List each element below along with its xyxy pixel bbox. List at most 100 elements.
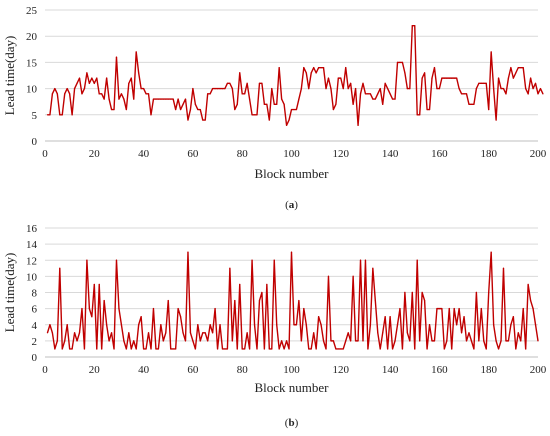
- caption-letter: a: [289, 199, 295, 211]
- data-point: [251, 114, 253, 116]
- data-point: [266, 103, 268, 105]
- data-point: [305, 324, 307, 326]
- data-point: [478, 340, 480, 342]
- data-point: [411, 291, 413, 294]
- data-point: [345, 340, 347, 342]
- data-point: [468, 103, 470, 105]
- data-point: [209, 93, 211, 95]
- data-point: [219, 88, 221, 90]
- x-tick-label: 120: [333, 364, 350, 376]
- data-point: [283, 103, 285, 105]
- data-point: [69, 348, 71, 350]
- data-point: [401, 61, 404, 64]
- data-point: [241, 93, 243, 95]
- data-point: [507, 340, 510, 342]
- y-tick-label: 12: [26, 255, 37, 267]
- data-point: [61, 114, 63, 116]
- data-point: [118, 98, 120, 100]
- data-point: [310, 348, 312, 350]
- data-point: [298, 299, 300, 302]
- data-point: [66, 324, 68, 326]
- data-point: [332, 340, 334, 342]
- data-point: [527, 93, 529, 95]
- data-point: [88, 308, 90, 310]
- data-point: [133, 340, 135, 342]
- data-point: [157, 98, 159, 100]
- y-tick-label: 4: [32, 320, 38, 332]
- data-point: [246, 82, 248, 84]
- data-point: [273, 103, 275, 105]
- data-point: [396, 324, 399, 326]
- data-point: [160, 98, 162, 100]
- data-point: [458, 88, 460, 90]
- data-point: [231, 88, 233, 90]
- data-point: [54, 88, 56, 90]
- caption-suffix: ): [295, 417, 299, 429]
- data-point: [246, 332, 248, 334]
- data-point: [539, 88, 542, 90]
- data-point: [505, 93, 507, 95]
- data-point: [308, 88, 310, 90]
- data-point: [234, 108, 236, 111]
- x-tick-label: 140: [382, 148, 399, 160]
- data-point: [128, 82, 130, 84]
- data-point: [315, 348, 317, 350]
- data-point: [145, 93, 147, 95]
- data-point: [113, 108, 115, 111]
- data-point: [56, 93, 58, 95]
- data-point: [362, 340, 364, 342]
- data-point: [133, 98, 135, 100]
- data-point: [71, 348, 73, 350]
- x-tick-label: 160: [431, 364, 448, 376]
- data-point: [167, 98, 169, 100]
- data-point: [530, 77, 532, 79]
- data-point: [377, 93, 379, 95]
- data-point: [414, 25, 416, 27]
- data-point: [359, 259, 362, 261]
- data-point: [525, 348, 527, 350]
- data-point: [428, 324, 431, 326]
- x-tick-label: 80: [237, 364, 249, 376]
- data-point: [493, 324, 495, 326]
- data-point: [123, 340, 125, 342]
- data-point: [300, 88, 302, 90]
- data-point: [387, 88, 389, 90]
- data-point: [522, 67, 524, 69]
- data-point: [177, 98, 179, 100]
- data-point: [443, 77, 445, 79]
- data-point: [372, 267, 374, 269]
- data-point: [268, 348, 270, 350]
- data-point: [49, 114, 51, 116]
- data-point: [46, 114, 49, 116]
- data-point: [69, 93, 71, 95]
- data-point: [271, 88, 273, 90]
- data-point: [313, 67, 315, 69]
- data-point: [404, 72, 406, 74]
- y-tick-label: 10: [26, 84, 38, 96]
- data-point: [337, 77, 339, 79]
- data-point: [261, 82, 263, 84]
- data-point: [281, 340, 283, 342]
- data-point: [73, 332, 76, 334]
- data-point: [340, 77, 342, 79]
- data-point: [179, 108, 182, 111]
- data-point: [456, 324, 458, 326]
- chart-panel-a: 0 5 10 15 20 25 0 20 40 60 80 100 120 140 160 180 200 Lea…: [2, 5, 547, 211]
- x-tick-label: 140: [382, 364, 399, 376]
- data-point: [391, 98, 394, 100]
- data-point: [322, 67, 325, 69]
- data-point: [120, 324, 123, 326]
- data-point: [101, 93, 103, 95]
- caption-prefix: (: [285, 417, 289, 429]
- data-point: [419, 340, 421, 342]
- data-point: [98, 93, 100, 95]
- data-point: [389, 316, 391, 318]
- data-point: [436, 88, 438, 90]
- data-point: [147, 332, 150, 334]
- data-point: [207, 93, 209, 95]
- data-point: [231, 340, 233, 342]
- data-point: [527, 283, 529, 286]
- data-point: [512, 316, 514, 318]
- data-point: [266, 283, 268, 286]
